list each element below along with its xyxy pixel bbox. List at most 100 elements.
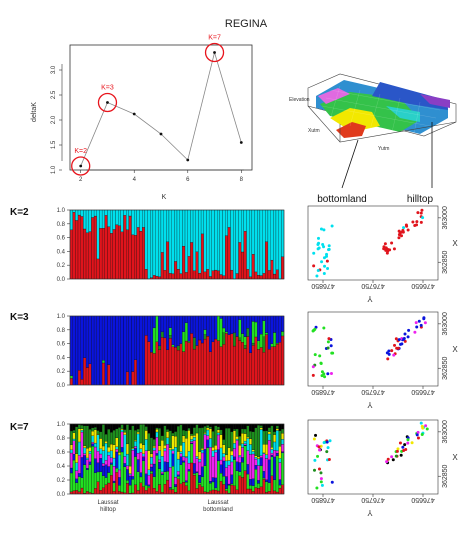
structure-bar-segment: [158, 445, 162, 451]
scatter-point: [319, 480, 323, 484]
structure-bar-segment: [158, 345, 162, 350]
scatter-point: [390, 455, 394, 459]
structure-bar-segment: [222, 423, 226, 440]
structure-bar-segment: [104, 460, 108, 465]
structure-bar-segment: [174, 261, 178, 280]
scatter-point: [319, 361, 323, 365]
structure-bar-segment: [128, 476, 132, 486]
structure-bar-segment: [160, 435, 164, 441]
structure-bar-segment: [233, 456, 236, 460]
structure-bar-segment: [203, 271, 207, 280]
structure-bar-segment: [227, 464, 231, 485]
structure-bar-segment: [259, 457, 263, 467]
structure-bar-segment: [176, 315, 180, 346]
structure-bar-segment: [110, 475, 113, 495]
structure-bar-segment: [163, 425, 167, 446]
structure-bar-segment: [211, 431, 215, 448]
structure-bar-segment: [182, 435, 186, 443]
structure-bar-segment: [219, 481, 223, 495]
structure-bar-segment: [187, 430, 191, 452]
structure-bar-segment: [144, 423, 148, 427]
structure-bar-segment: [136, 459, 140, 472]
structure-bar-segment: [126, 453, 129, 466]
structure-bar-segment: [200, 466, 204, 477]
structure-bar-segment: [75, 490, 79, 495]
structure-bar-segment: [96, 451, 100, 463]
scatter-point: [387, 352, 391, 356]
structure-bar-segment: [160, 209, 164, 253]
structure-bar-segment: [230, 209, 234, 271]
structure-bar-segment: [168, 335, 172, 339]
structure-bar-segment: [152, 209, 156, 276]
structure-bar-segment: [225, 490, 228, 495]
structure-y-tick-label: 0.6: [57, 236, 66, 242]
structure-bar-segment: [83, 464, 87, 494]
structure-bar-segment: [214, 477, 218, 489]
structure-bar-segment: [235, 423, 239, 430]
structure-bar-segment: [235, 438, 239, 441]
structure-bar-segment: [150, 466, 154, 472]
structure-bar-segment: [110, 315, 113, 386]
scatter-point: [416, 211, 420, 215]
structure-bar-segment: [206, 269, 210, 280]
structure-bar-segment: [265, 423, 269, 431]
structure-bar-segment: [158, 209, 162, 277]
structure-bar-segment: [158, 276, 162, 280]
structure-bar-segment: [225, 428, 228, 456]
structure-bar-segment: [249, 431, 253, 439]
scatter-point: [317, 467, 321, 471]
structure-bar-segment: [192, 337, 196, 350]
structure-bar-segment: [281, 433, 285, 440]
structure-bar-segment: [150, 315, 154, 353]
structure-bar-segment: [235, 470, 239, 490]
structure-bar-segment: [200, 342, 204, 386]
structure-bar-segment: [179, 483, 183, 495]
structure-bar-segment: [225, 423, 228, 429]
scatter-point: [394, 454, 398, 458]
structure-bar-segment: [219, 346, 223, 386]
structure-bar-segment: [85, 232, 89, 280]
structure-bar-segment: [208, 483, 212, 491]
structure-bar-segment: [187, 462, 191, 470]
structure-bar-segment: [275, 430, 279, 451]
structure-bar-segment: [249, 315, 253, 353]
structure-bar-segment: [187, 427, 191, 431]
scatter-point: [323, 375, 327, 379]
scatter-y-label: X: [452, 345, 458, 354]
structure-bar-segment: [128, 315, 132, 386]
structure-bar-segment: [198, 475, 202, 483]
structure-bar-segment: [160, 331, 164, 338]
structure-bar-segment: [91, 443, 95, 447]
structure-bar-segment: [200, 448, 204, 451]
structure-bar-segment: [208, 209, 212, 277]
scatter-point: [322, 441, 326, 445]
structure-bar-segment: [192, 209, 196, 271]
scatter-x-tick-label: 476650: [411, 282, 434, 289]
structure-y-tick-label: 0.4: [57, 464, 66, 470]
structure-bar-segment: [227, 227, 231, 280]
structure-bar-segment: [217, 460, 220, 492]
structure-bar-segment: [267, 423, 271, 428]
structure-bar-segment: [179, 445, 183, 452]
structure-bar-segment: [139, 442, 143, 449]
structure-bar-segment: [251, 342, 255, 346]
panel-frame-k7: [69, 423, 285, 495]
structure-bar-segment: [262, 320, 266, 337]
structure-bar-segment: [158, 459, 162, 463]
structure-bar-segment: [152, 353, 156, 386]
structure-bar-segment: [241, 457, 244, 463]
structure-bar-segment: [233, 345, 236, 386]
structure-bar-segment: [187, 423, 191, 429]
structure-bar-segment: [77, 424, 81, 429]
structure-bar-segment: [190, 333, 194, 386]
structure-bar-segment: [238, 471, 242, 477]
scatter-point: [406, 335, 410, 339]
scatter-point: [326, 346, 330, 350]
structure-bar-segment: [139, 424, 143, 444]
structure-bar-segment: [147, 487, 151, 495]
structure-bar-segment: [217, 209, 220, 271]
structure-bar-segment: [150, 471, 154, 474]
structure-bar-segment: [246, 488, 250, 495]
structure-bar-segment: [273, 479, 277, 492]
structure-bar-segment: [270, 209, 274, 261]
